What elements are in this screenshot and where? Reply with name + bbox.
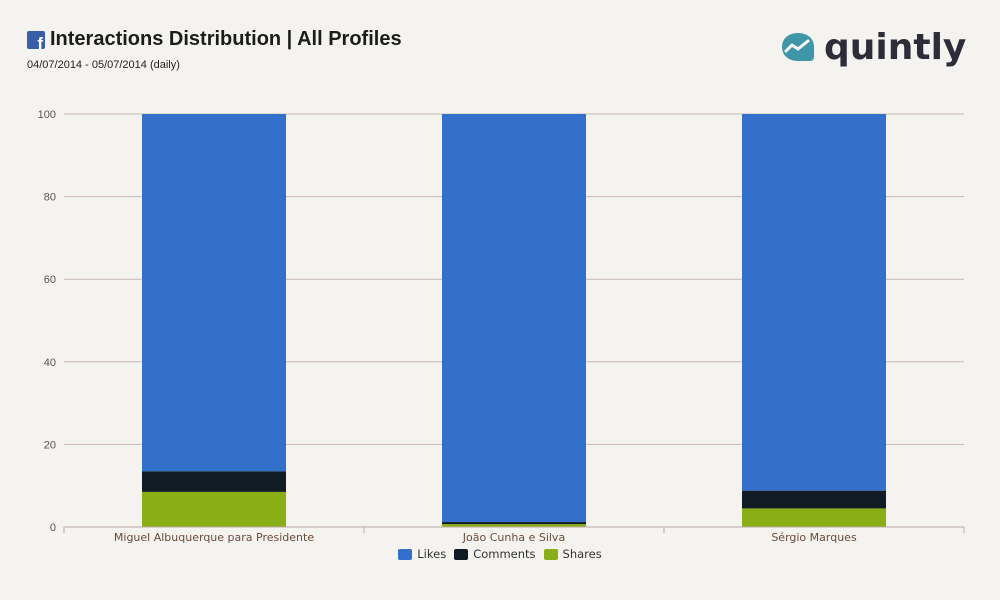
legend-label: Shares (562, 547, 602, 561)
bar-shares-2[interactable] (742, 508, 886, 527)
legend-item-shares[interactable]: Shares (543, 547, 602, 561)
y-tick-label: 80 (44, 192, 56, 204)
logo-text: quintly (824, 27, 967, 68)
bar-comments-0[interactable] (142, 471, 286, 492)
quintly-chart-bubble-icon (782, 33, 814, 61)
bar-comments-2[interactable] (742, 490, 886, 509)
y-tick-label: 60 (44, 274, 56, 286)
y-tick-label: 0 (50, 522, 56, 534)
x-category-label: Miguel Albuquerque para Presidente (114, 531, 314, 544)
bar-comments-1[interactable] (442, 522, 586, 525)
legend-label: Comments (473, 547, 536, 561)
bar-likes-1[interactable] (442, 114, 586, 523)
bar-shares-0[interactable] (142, 491, 286, 527)
bar-likes-2[interactable] (742, 114, 886, 491)
chart-header: f Interactions Distribution | All Profil… (27, 28, 402, 71)
x-category-label: Sérgio Marques (771, 531, 857, 544)
facebook-icon: f (27, 30, 45, 49)
quintly-logo: quintly (780, 28, 966, 68)
title-row: f Interactions Distribution | All Profil… (27, 28, 402, 51)
legend-swatch (398, 548, 413, 560)
y-axis-ticks: 0 20 40 60 80 100 (38, 109, 56, 534)
x-category-label: João Cunha e Silva (462, 531, 565, 544)
bar-likes-0[interactable] (142, 114, 286, 472)
y-tick-label: 100 (38, 109, 56, 121)
y-tick-label: 40 (44, 357, 56, 369)
chart-title: Interactions Distribution | All Profiles (50, 28, 402, 50)
bar-shares-1[interactable] (442, 524, 586, 527)
date-range: 04/07/2014 - 05/07/2014 (daily) (27, 59, 180, 71)
legend-item-comments[interactable]: Comments (454, 547, 536, 561)
legend-swatch (454, 548, 469, 560)
x-axis: Miguel Albuquerque para Presidente João C… (63, 526, 965, 544)
legend: Likes Comments Shares (0, 547, 1000, 561)
bars (142, 114, 886, 527)
legend-label: Likes (417, 547, 447, 561)
legend-swatch (543, 548, 558, 560)
y-tick-label: 20 (44, 439, 56, 451)
legend-item-likes[interactable]: Likes (398, 547, 446, 561)
